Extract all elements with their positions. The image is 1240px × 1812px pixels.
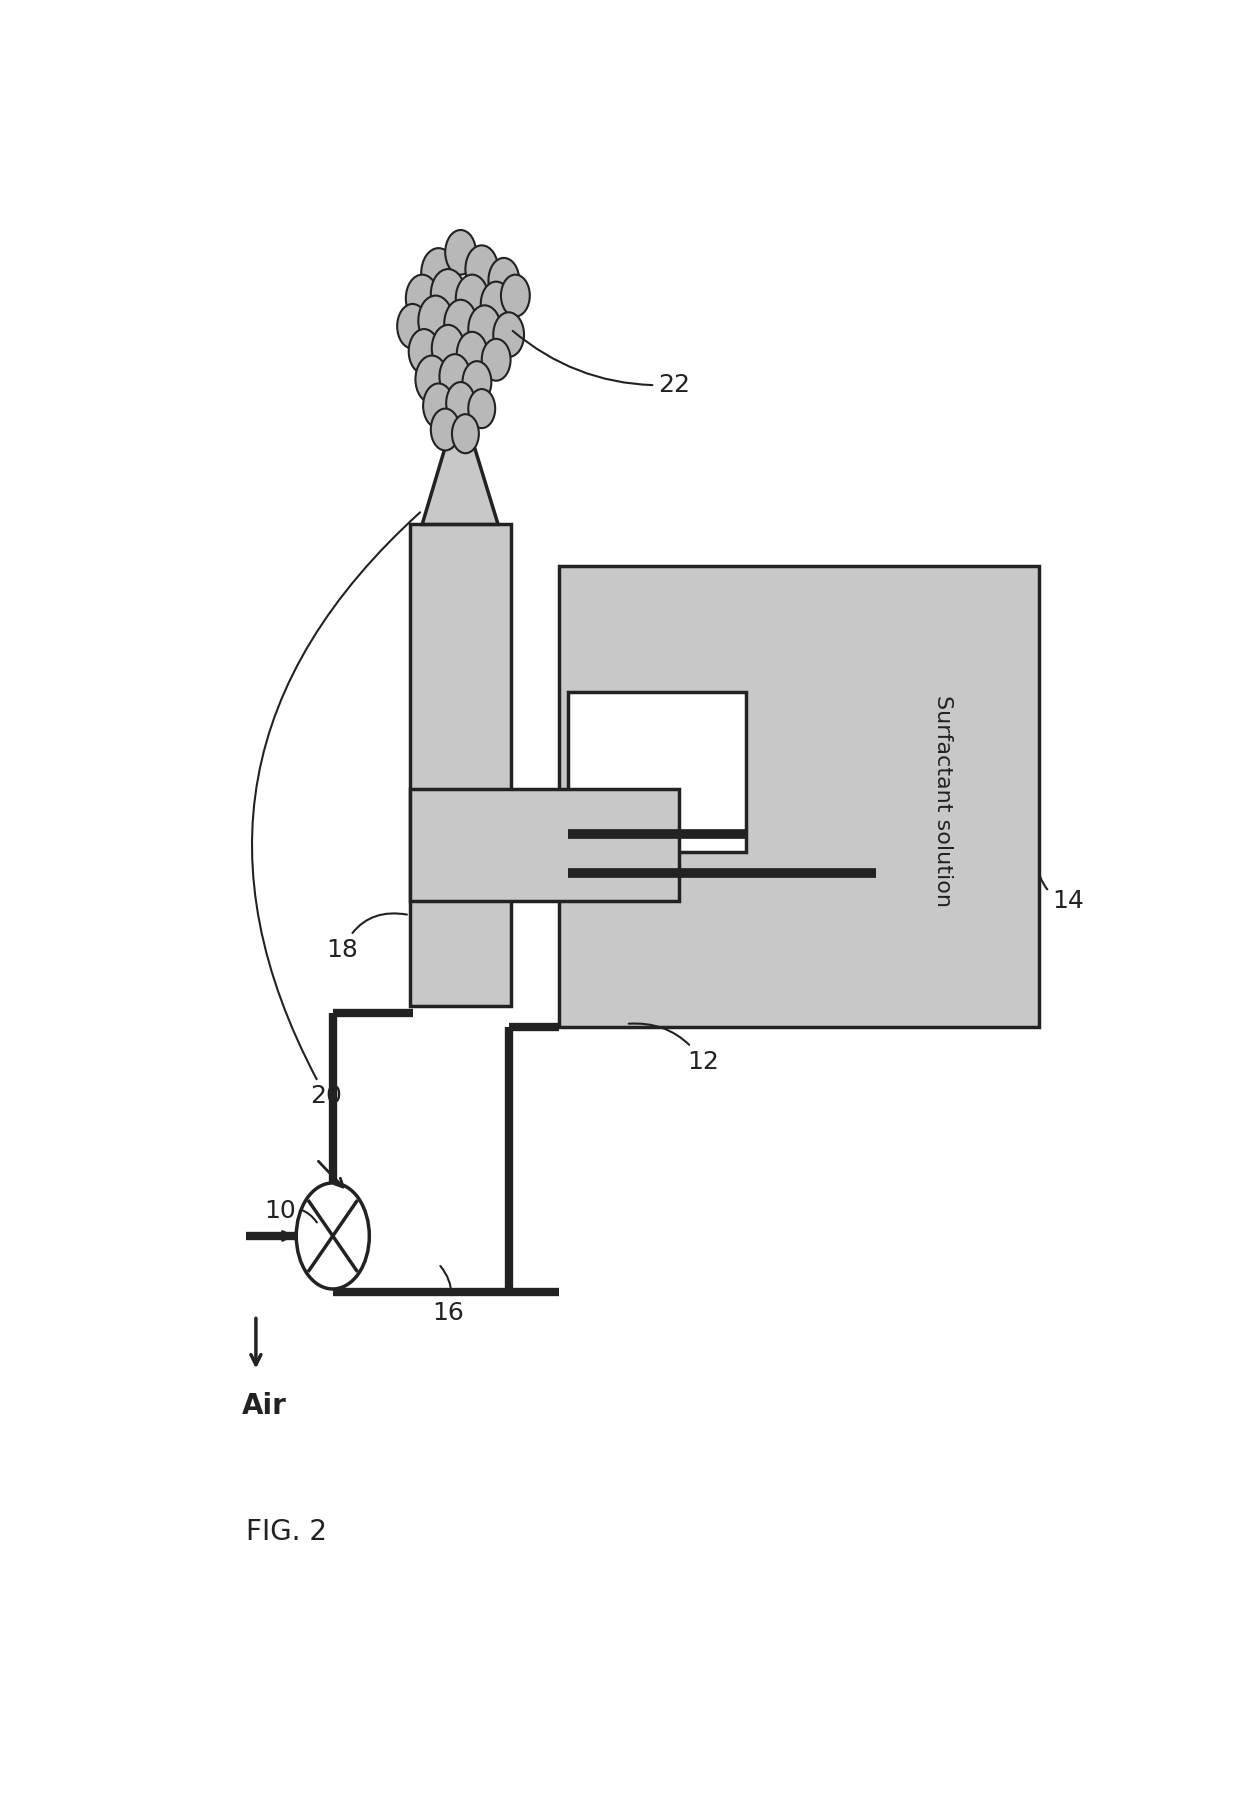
Circle shape: [415, 355, 448, 402]
Text: 10: 10: [264, 1200, 317, 1223]
Circle shape: [481, 339, 511, 381]
Circle shape: [430, 268, 465, 319]
Text: 20: 20: [252, 513, 420, 1109]
Polygon shape: [422, 399, 498, 524]
Text: FIG. 2: FIG. 2: [247, 1518, 327, 1546]
Text: 18: 18: [326, 913, 407, 962]
Text: Air: Air: [242, 1392, 286, 1421]
Circle shape: [469, 306, 501, 353]
Text: 16: 16: [433, 1267, 464, 1325]
Circle shape: [451, 415, 479, 453]
Circle shape: [296, 1183, 370, 1288]
Circle shape: [446, 382, 475, 424]
Text: 14: 14: [1040, 875, 1084, 913]
Circle shape: [439, 353, 470, 399]
Circle shape: [409, 330, 439, 373]
Circle shape: [456, 275, 489, 323]
Circle shape: [481, 281, 512, 326]
Circle shape: [489, 257, 520, 303]
Circle shape: [445, 230, 476, 275]
Circle shape: [494, 312, 525, 357]
Circle shape: [405, 275, 439, 323]
Bar: [558, 565, 1039, 1027]
Circle shape: [430, 408, 460, 451]
Circle shape: [501, 275, 529, 317]
Circle shape: [469, 390, 495, 428]
Text: 22: 22: [512, 332, 689, 397]
Circle shape: [456, 332, 487, 377]
Circle shape: [463, 361, 491, 402]
Circle shape: [423, 384, 454, 428]
Bar: [409, 790, 678, 901]
Bar: [409, 524, 511, 1006]
Circle shape: [397, 304, 428, 348]
Circle shape: [418, 295, 453, 346]
Text: Surfactant solution: Surfactant solution: [932, 694, 954, 906]
Circle shape: [465, 245, 498, 294]
Circle shape: [422, 248, 456, 299]
Circle shape: [444, 299, 477, 348]
Bar: [568, 692, 746, 852]
Circle shape: [432, 324, 465, 371]
Text: 12: 12: [629, 1024, 719, 1073]
